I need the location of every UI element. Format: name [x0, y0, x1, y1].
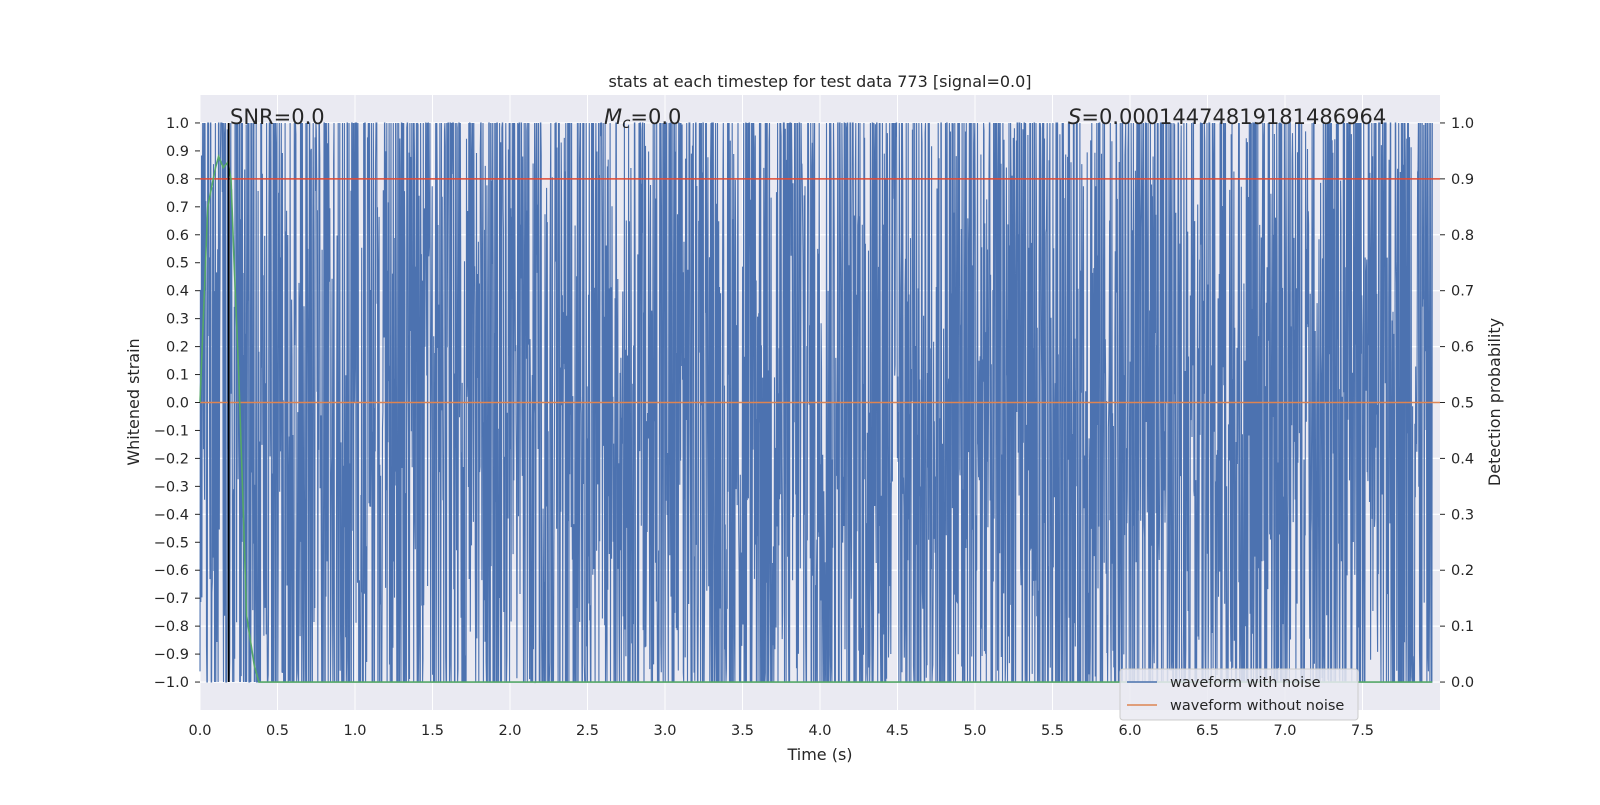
y-left-tick-label: 0.9 [166, 144, 189, 160]
x-tick-label: 0.0 [188, 723, 211, 739]
y-left-tick-label: 0.3 [166, 312, 189, 328]
x-tick-label: 2.0 [498, 723, 521, 739]
mc-annotation: Mc=0.0 [604, 105, 681, 132]
x-tick-label: 5.0 [963, 723, 986, 739]
x-tick-label: 7.5 [1351, 723, 1374, 739]
y-left-tick-label: 0.8 [166, 172, 189, 188]
x-tick-label: 2.5 [576, 723, 599, 739]
y-left-tick-label: 1.0 [166, 116, 189, 132]
x-tick-label: 4.5 [886, 723, 909, 739]
y-left-tick-label: 0.0 [166, 396, 189, 412]
y-left-tick-label: 0.2 [166, 340, 189, 356]
legend-label-noise: waveform with noise [1170, 675, 1321, 691]
y-right-tick-label: 0.0 [1451, 675, 1474, 691]
x-tick-label: 1.5 [421, 723, 444, 739]
x-tick-label: 6.0 [1118, 723, 1141, 739]
legend: waveform with noise waveform without noi… [1119, 668, 1359, 721]
x-tick-label: 1.0 [343, 723, 366, 739]
y-left-tick-label: −0.8 [154, 619, 189, 635]
y-right-tick-label: 0.1 [1451, 619, 1474, 635]
s-value: =0.00014474819181486964 [1081, 105, 1386, 129]
mc-subscript: c [622, 114, 631, 132]
chart-title: stats at each timestep for test data 773… [608, 72, 1031, 91]
legend-label-clean: waveform without noise [1170, 698, 1344, 714]
y-left-tick-label: −0.6 [154, 563, 189, 579]
y-left-tick-label: −0.3 [154, 479, 189, 495]
mc-value: =0.0 [630, 105, 681, 129]
x-axis-label: Time (s) [786, 745, 852, 764]
s-symbol: S [1068, 105, 1081, 129]
y-left-tick-label: 0.1 [166, 368, 189, 384]
y-right-tick-label: 1.0 [1451, 116, 1474, 132]
y-axis-left-label: Whitened strain [124, 338, 143, 465]
y-right-tick-label: 0.2 [1451, 563, 1474, 579]
y-right-tick-label: 0.7 [1451, 284, 1474, 300]
series-detection-probability [199, 154, 1433, 683]
x-tick-label: 3.0 [653, 723, 676, 739]
y-left-tick-label: −0.1 [154, 423, 189, 439]
x-tick-label: 3.5 [731, 723, 754, 739]
y-right-tick-label: 0.4 [1451, 451, 1474, 467]
snr-annotation: SNR=0.0 [230, 105, 325, 129]
x-tick-label: 4.0 [808, 723, 831, 739]
tick-layer: 0.0 0.5 1.0 1.5 2.0 2.5 3.0 3.5 4.0 4.5 5.0 5.5 6.0 6… [154, 116, 1474, 739]
y-right-tick-label: 0.5 [1451, 396, 1474, 412]
y-left-tick-label: −1.0 [154, 675, 189, 691]
y-right-tick-label: 0.6 [1451, 340, 1474, 356]
x-tick-label: 6.5 [1196, 723, 1219, 739]
mc-symbol: M [604, 105, 622, 129]
y-left-tick-label: −0.5 [154, 535, 189, 551]
s-annotation: S=0.00014474819181486964 [1068, 105, 1386, 129]
y-left-tick-label: 0.5 [166, 256, 189, 272]
y-left-tick-label: 0.6 [166, 228, 189, 244]
y-left-tick-label: −0.4 [154, 507, 189, 523]
y-left-tick-label: −0.2 [154, 451, 189, 467]
legend-box [1119, 668, 1359, 721]
y-right-tick-label: 0.9 [1451, 172, 1474, 188]
y-right-tick-label: 0.3 [1451, 507, 1474, 523]
x-tick-label: 7.0 [1273, 723, 1296, 739]
x-tick-label: 0.5 [266, 723, 289, 739]
y-right-tick-label: 0.8 [1451, 228, 1474, 244]
y-left-tick-label: 0.7 [166, 200, 189, 216]
y-left-tick-label: 0.4 [166, 284, 189, 300]
y-left-tick-label: −0.7 [154, 591, 189, 607]
series-layer [199, 122, 1440, 684]
y-left-tick-label: −0.9 [154, 647, 189, 663]
x-tick-label: 5.5 [1041, 723, 1064, 739]
y-axis-right-label: Detection probability [1485, 318, 1504, 486]
